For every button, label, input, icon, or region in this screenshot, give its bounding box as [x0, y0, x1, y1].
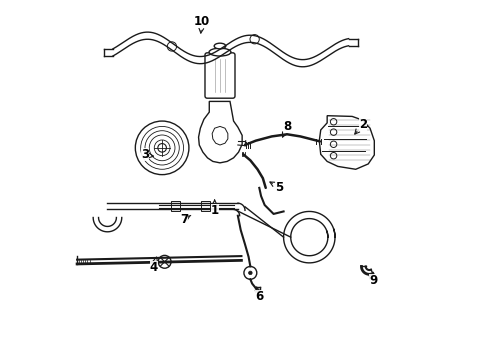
Text: 3: 3	[141, 148, 153, 162]
Text: 7: 7	[180, 213, 191, 226]
Text: 9: 9	[369, 274, 378, 287]
Ellipse shape	[209, 48, 231, 56]
Circle shape	[330, 118, 337, 125]
Text: 6: 6	[255, 287, 264, 303]
Text: 1: 1	[211, 200, 219, 217]
Circle shape	[158, 144, 167, 152]
Text: 8: 8	[283, 120, 292, 137]
Text: 4: 4	[150, 257, 158, 274]
FancyBboxPatch shape	[205, 53, 235, 98]
Ellipse shape	[214, 43, 226, 49]
Circle shape	[158, 255, 171, 268]
Circle shape	[330, 153, 337, 159]
Circle shape	[330, 141, 337, 148]
Text: 2: 2	[355, 118, 367, 134]
Circle shape	[330, 129, 337, 135]
Circle shape	[248, 271, 252, 275]
Text: 5: 5	[270, 181, 283, 194]
Text: 10: 10	[194, 14, 210, 33]
